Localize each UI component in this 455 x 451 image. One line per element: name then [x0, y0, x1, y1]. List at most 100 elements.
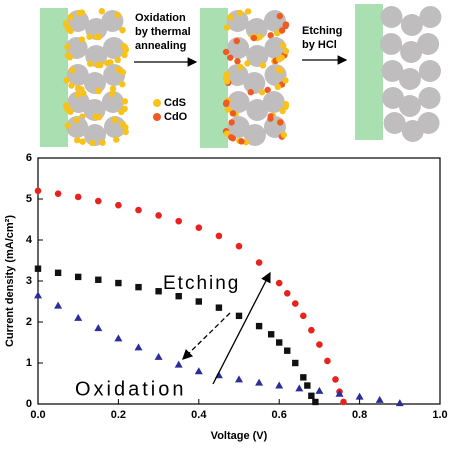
nanoparticle	[223, 130, 231, 137]
nanoparticle	[68, 82, 75, 89]
point	[276, 339, 283, 346]
point	[316, 341, 323, 348]
particle	[400, 41, 423, 63]
nanoparticle	[229, 110, 237, 117]
point	[395, 399, 404, 407]
nanoparticle	[119, 121, 127, 128]
x-tick-label: 0.4	[191, 409, 207, 421]
nanoparticle	[282, 47, 290, 55]
nanoparticle	[223, 24, 231, 31]
point	[291, 300, 299, 307]
point	[275, 381, 284, 389]
point	[355, 392, 364, 400]
nanoparticle	[87, 60, 94, 67]
annotation: Oxidation	[75, 378, 187, 400]
nanoparticle	[68, 66, 76, 74]
nanoparticle	[115, 66, 122, 73]
particle	[66, 116, 89, 138]
nanoparticle	[222, 48, 230, 56]
nanoparticle	[86, 33, 93, 40]
nanoparticle	[228, 119, 235, 126]
point	[255, 378, 264, 386]
particle	[226, 64, 249, 86]
point	[215, 304, 223, 311]
point	[340, 398, 347, 406]
point	[94, 324, 103, 332]
particle	[380, 33, 403, 55]
x-axis-label: Voltage (V)	[211, 430, 268, 442]
nanoparticle	[67, 27, 74, 35]
nanoparticle	[274, 83, 282, 91]
nanoparticle	[277, 119, 284, 126]
legend-dot	[153, 99, 161, 107]
particle	[83, 72, 106, 94]
nanoparticle	[119, 81, 126, 88]
x-tick-label: 1.0	[432, 409, 447, 421]
point	[283, 290, 291, 297]
legend-label: CdS	[164, 97, 186, 109]
nanoparticle	[244, 60, 251, 67]
nanoparticle	[98, 8, 106, 15]
particle	[383, 112, 406, 134]
nanoparticle	[279, 42, 287, 49]
point	[215, 232, 223, 240]
nanoparticle	[107, 59, 114, 66]
point	[54, 301, 63, 309]
nanoparticle	[121, 105, 128, 113]
nanoparticle	[88, 139, 96, 147]
nanoparticle	[229, 135, 237, 142]
annotation: Etching	[163, 273, 240, 294]
nanoparticle	[121, 51, 128, 59]
point	[34, 265, 42, 272]
nanoparticle	[234, 58, 241, 65]
point	[175, 217, 182, 225]
point	[54, 269, 62, 276]
nanoparticle	[74, 91, 82, 98]
nanoparticle	[64, 43, 71, 51]
point	[235, 312, 243, 320]
nanoparticle	[237, 63, 244, 71]
point	[95, 197, 102, 205]
point	[95, 276, 102, 283]
nanoparticle	[282, 77, 289, 84]
nanoparticle	[275, 66, 282, 73]
point	[155, 212, 162, 219]
legend-label: CdO	[164, 111, 188, 123]
nanoparticle	[227, 14, 234, 21]
nanoparticle	[258, 89, 266, 96]
nanoparticle	[108, 90, 116, 98]
point	[75, 273, 82, 281]
particle	[103, 116, 126, 138]
point	[114, 334, 123, 342]
y-tick-label: 0	[26, 398, 32, 410]
particle	[417, 112, 440, 134]
point	[300, 312, 307, 320]
point	[304, 382, 311, 389]
nanoparticle	[224, 106, 232, 113]
nanoparticle	[121, 98, 129, 105]
particle	[400, 14, 423, 36]
nanoparticle	[94, 61, 101, 69]
particle	[101, 91, 124, 113]
y-axis-label: Current density (mA/cm²)	[4, 215, 16, 347]
nanoparticle	[282, 103, 289, 110]
step-text: Oxidation	[135, 12, 186, 24]
x-tick-label: 0.8	[352, 409, 367, 421]
nanoparticle	[80, 90, 87, 97]
point	[194, 367, 203, 375]
nanoparticle	[64, 122, 71, 129]
particle	[381, 60, 404, 82]
point	[295, 384, 304, 392]
particle	[227, 91, 250, 113]
y-tick-label: 4	[26, 234, 33, 246]
point	[332, 376, 339, 383]
point	[235, 375, 243, 383]
substrate	[40, 8, 68, 147]
nanoparticle	[122, 46, 130, 54]
y-tick-label: 6	[26, 152, 32, 164]
nanoparticle	[119, 26, 126, 34]
point	[315, 386, 324, 394]
nanoparticle	[247, 89, 254, 96]
particle	[227, 37, 250, 59]
